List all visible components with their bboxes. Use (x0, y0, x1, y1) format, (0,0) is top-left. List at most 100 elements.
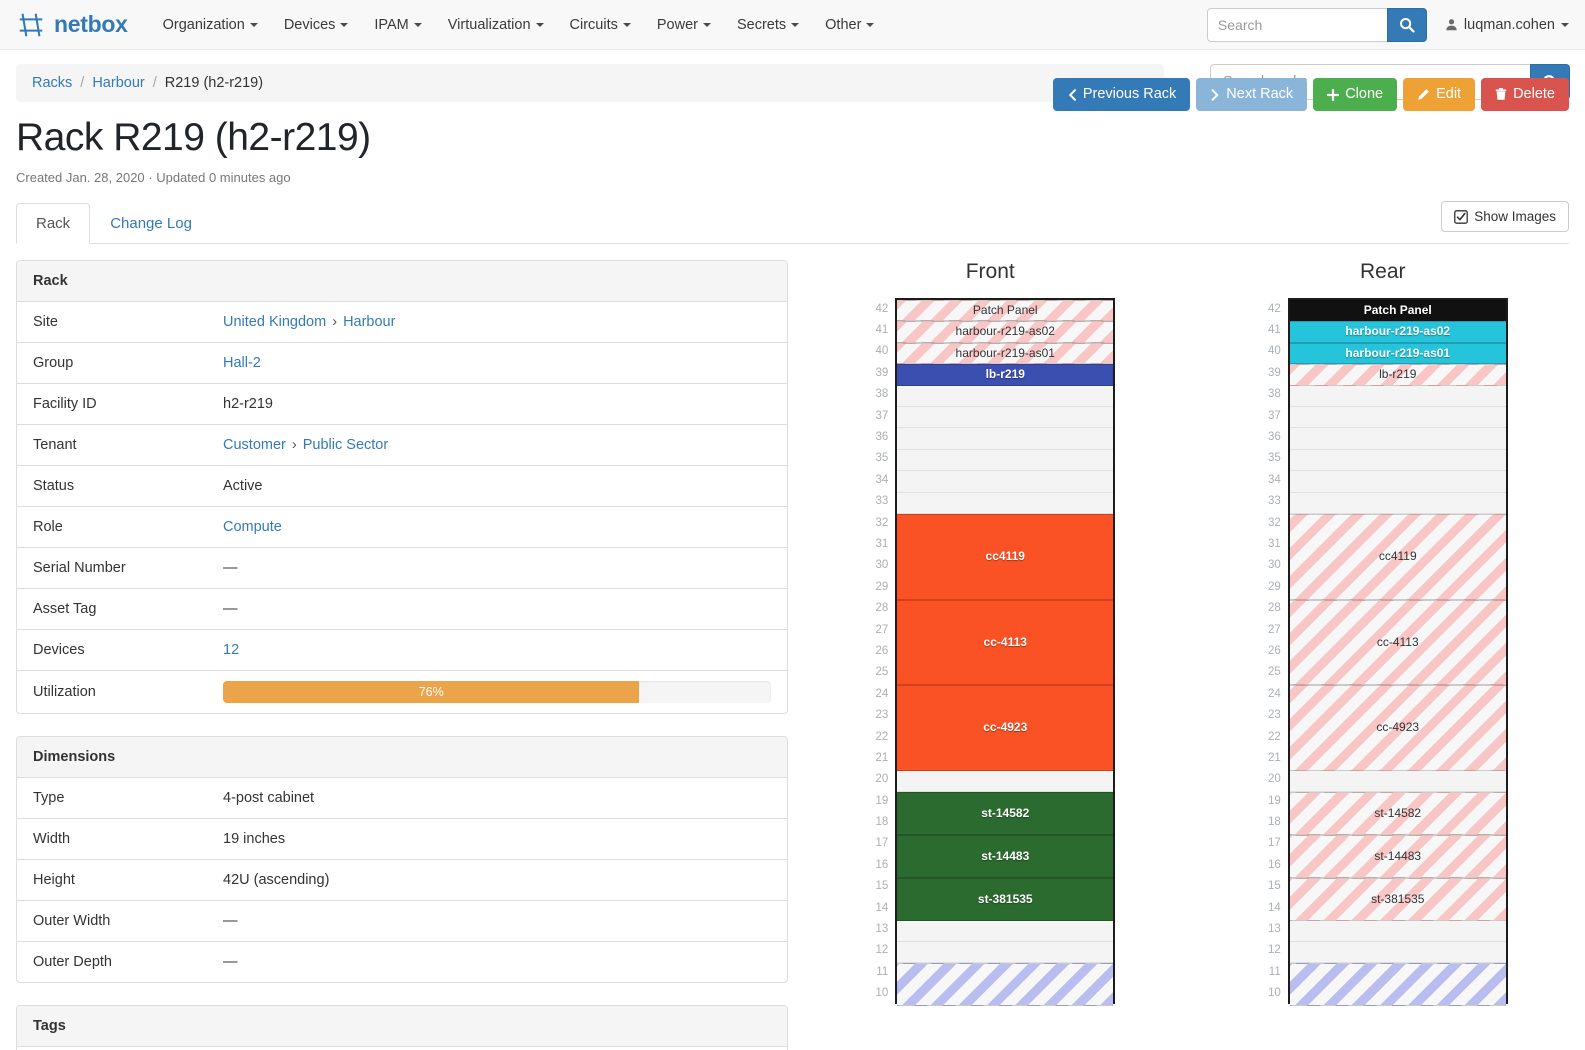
rack-device-label: Patch Panel (1363, 303, 1432, 318)
rear-u-labels: 42 41 40 39 38 37 36 35 34 33 32 31 30 29 28 27 26 25 24 23… (1258, 298, 1288, 1004)
rack-device[interactable]: st-381535 (1289, 877, 1506, 921)
show-images-button[interactable]: Show Images (1441, 201, 1569, 232)
rack-unit-slot[interactable] (1289, 428, 1506, 450)
rack-device[interactable] (1289, 963, 1506, 1007)
nav-item-power[interactable]: Power (644, 9, 724, 41)
row-label: Width (17, 818, 207, 860)
table-row: Facility ID h2-r219 (17, 383, 787, 425)
u-position-label: 16 (875, 858, 889, 871)
rack-device[interactable]: harbour-r219-as01 (897, 342, 1114, 365)
rack-device-label: st-14483 (1374, 848, 1422, 863)
breadcrumb-item-harbour[interactable]: Harbour (92, 75, 145, 91)
rack-device[interactable]: st-14582 (1289, 792, 1506, 835)
edit-button[interactable]: Edit (1403, 78, 1476, 112)
u-position-label: 29 (1267, 580, 1281, 593)
clone-button[interactable]: Clone (1313, 78, 1398, 112)
rack-device[interactable]: Patch Panel (897, 300, 1114, 322)
rack-device[interactable]: cc-4923 (1289, 685, 1506, 771)
rack-device[interactable]: harbour-r219-as02 (1289, 321, 1506, 343)
row-value-link-parent[interactable]: Customer (223, 437, 286, 453)
row-value: — (207, 900, 787, 942)
rack-unit-slot[interactable] (897, 428, 1114, 450)
tab-change-log[interactable]: Change Log (110, 215, 192, 232)
rack-device[interactable]: cc-4113 (897, 599, 1114, 686)
next-rack-button[interactable]: Next Rack (1196, 78, 1308, 112)
row-value-link-child[interactable]: Public Sector (302, 437, 389, 453)
rack-device[interactable]: st-14483 (1289, 835, 1506, 878)
nav-item-organization[interactable]: Organization (150, 9, 271, 41)
rack-device[interactable]: harbour-r219-as02 (897, 321, 1114, 343)
rack-device[interactable]: st-14483 (897, 835, 1114, 878)
tab-bar: Rack Change Log Show Images (16, 201, 1569, 244)
rack-device[interactable]: lb-r219 (1289, 364, 1506, 386)
nav-item-circuits[interactable]: Circuits (557, 9, 644, 41)
breadcrumb-item-racks[interactable]: Racks (32, 75, 73, 91)
rack-unit-slot[interactable] (897, 492, 1114, 514)
row-value-link[interactable]: Compute (223, 519, 282, 535)
rack-device[interactable]: st-14582 (897, 792, 1114, 835)
row-label: Height (17, 859, 207, 901)
u-position-label: 22 (875, 730, 889, 743)
user-menu[interactable]: luqman.cohen (1445, 17, 1569, 33)
rack-device[interactable]: cc-4923 (897, 685, 1114, 771)
front-rack-frame: Patch Panel harbour-r219-as02 harbour-r219… (895, 298, 1116, 1007)
rack-unit-slot[interactable] (1289, 449, 1506, 472)
u-position-label: 27 (1267, 623, 1281, 636)
table-row: Status Active (17, 465, 787, 507)
u-position-label: 35 (875, 452, 889, 465)
nav-item-devices[interactable]: Devices (271, 9, 362, 41)
rack-unit-slot[interactable] (1289, 471, 1506, 493)
rack-unit-slot[interactable] (897, 385, 1114, 407)
rack-device[interactable]: cc4119 (1289, 514, 1506, 600)
rack-device-label: st-381535 (977, 891, 1033, 906)
row-value-link[interactable]: Hall-2 (223, 355, 261, 371)
row-value: United Kingdom › Harbour (207, 302, 787, 343)
rack-device[interactable]: lb-r219 (897, 364, 1114, 386)
row-value-link-child[interactable]: Harbour (343, 314, 396, 330)
u-position-label: 38 (875, 388, 889, 401)
u-position-label: 15 (875, 880, 889, 893)
rack-device[interactable]: cc4119 (897, 514, 1114, 600)
rack-unit-slot[interactable] (1289, 920, 1506, 942)
delete-button[interactable]: Delete (1481, 78, 1569, 112)
rack-device[interactable]: harbour-r219-as01 (1289, 342, 1506, 365)
trash-icon (1495, 88, 1507, 100)
nav-item-virtualization[interactable]: Virtualization (435, 9, 557, 41)
dimensions-panel-title: Dimensions (17, 737, 787, 778)
rack-unit-slot[interactable] (897, 770, 1114, 792)
row-value-link[interactable]: 12 (223, 642, 240, 658)
rack-device[interactable]: Patch Panel (1289, 300, 1506, 322)
rack-unit-slot[interactable] (897, 471, 1114, 493)
rack-panel: Rack Site United Kingdom › Harbour Group Ha… (16, 260, 788, 714)
rack-unit-slot[interactable] (897, 406, 1114, 429)
rack-unit-slot[interactable] (1289, 770, 1506, 792)
row-label: Serial Number (17, 547, 207, 589)
rack-device[interactable]: cc-4113 (1289, 599, 1506, 686)
global-search-input[interactable] (1206, 7, 1387, 42)
previous-rack-button[interactable]: Previous Rack (1052, 78, 1191, 112)
u-position-label: 28 (875, 602, 889, 615)
nav-item-label: Devices (283, 16, 336, 33)
global-search-button[interactable] (1386, 7, 1427, 42)
rack-unit-slot[interactable] (1289, 492, 1506, 514)
rack-device[interactable] (897, 963, 1114, 1007)
rack-unit-slot[interactable] (1289, 941, 1506, 964)
nav-item-secrets[interactable]: Secrets (724, 9, 812, 41)
nav-item-ipam[interactable]: IPAM (361, 9, 434, 41)
utilization-progress-bar: 76% (223, 681, 640, 703)
rack-unit-slot[interactable] (897, 449, 1114, 472)
row-label: Utilization (17, 670, 207, 713)
rack-unit-slot[interactable] (897, 920, 1114, 942)
rack-device[interactable]: st-381535 (897, 877, 1114, 921)
nav-item-other[interactable]: Other (812, 9, 887, 41)
row-value-link-parent[interactable]: United Kingdom (223, 314, 327, 330)
rack-unit-slot[interactable] (1289, 406, 1506, 429)
clone-label: Clone (1345, 86, 1384, 102)
u-position-label: 21 (1267, 751, 1281, 764)
rack-unit-slot[interactable] (897, 941, 1114, 964)
delete-label: Delete (1513, 86, 1555, 102)
rack-unit-slot[interactable] (1289, 385, 1506, 407)
netbox-brand[interactable]: netbox (16, 10, 128, 40)
nav-item-label: Circuits (569, 16, 618, 33)
tab-rack[interactable]: Rack (16, 203, 91, 244)
